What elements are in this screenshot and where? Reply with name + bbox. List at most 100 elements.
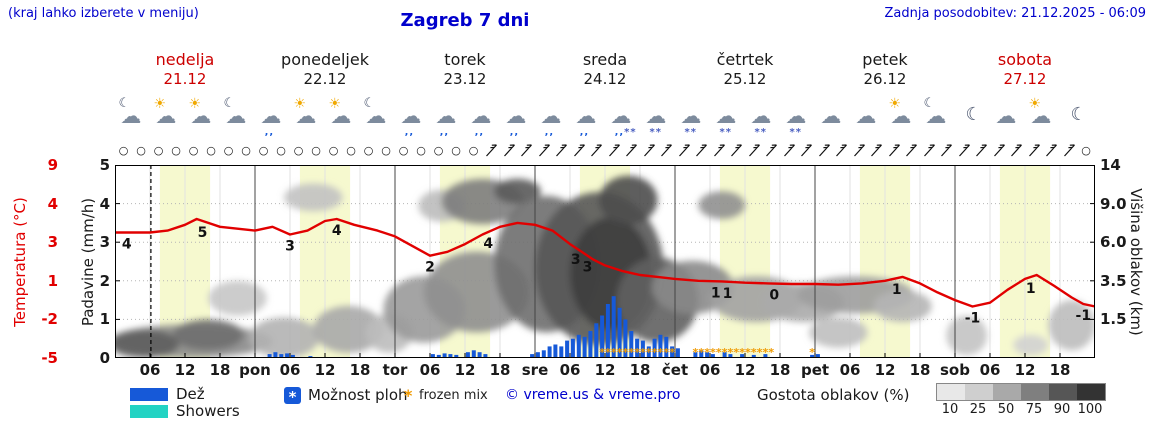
rain-drops-icon: ‚‚ [544, 127, 555, 138]
frozen-mix-marker: * [605, 346, 611, 359]
wind-barb-icon [992, 143, 1007, 158]
weather-icon: ☀ ☁ [328, 96, 358, 140]
x-tick-label: 06 [279, 361, 301, 379]
axis-value: 3 [47, 233, 58, 252]
axis-value: 5 [99, 156, 110, 174]
x-tick-label: 12 [454, 361, 476, 379]
wind-barb-icon [747, 143, 762, 158]
cloud-icon: ☁ [995, 104, 1017, 128]
temperature-label: 1 [1026, 281, 1036, 297]
cloud-icon: ☁ [715, 104, 737, 128]
axis-value: 9.0 [1100, 194, 1127, 213]
showers-legend-label: Showers [176, 402, 240, 420]
temperature-label: -1 [965, 311, 981, 327]
sun-icon: ☀ [188, 96, 202, 112]
wind-barbs-row: ○ ○ ○ ○ ○ ○ ○ ○ ○ ○ ○ ○ ○ ○ ○ ○ ○ ○ ○ ○ ○ ○ [115, 142, 1095, 163]
weather-icon: ☁ [993, 96, 1023, 140]
last-update: Zadnja posodobitev: 21.12.2025 - 06:09 [884, 6, 1146, 21]
weather-icon: ☁ ** [678, 96, 708, 140]
precip-axis-values: 5 4 3 2 1 0 [94, 156, 110, 367]
moon-icon: ☾ [223, 96, 236, 111]
axis-value: 6.0 [1100, 233, 1127, 252]
wind-barb-icon [817, 143, 832, 158]
temperature-label: 3 [583, 260, 593, 276]
cloud-icon: ☁ [260, 104, 282, 128]
wind-barb-icon [624, 143, 639, 158]
density-swatch [993, 384, 1021, 400]
cloud-density-layer [115, 175, 1095, 358]
weather-icon: ☀ ☁ [188, 96, 218, 140]
density-value: 90 [1053, 402, 1071, 417]
wind-barb-icon [537, 143, 552, 158]
density-value: 75 [1025, 402, 1043, 417]
frozen-mix-marker: * [640, 346, 646, 359]
weather-icon: ☾ [1063, 96, 1093, 140]
x-tick-label: 06 [979, 361, 1001, 379]
frozen-mix-marker: * [757, 346, 763, 359]
cloud-icon: ☁ [120, 104, 142, 128]
sun-icon: ☀ [293, 96, 307, 112]
day-name: nedelja [155, 50, 215, 69]
x-tick-label: 12 [314, 361, 336, 379]
temperature-label: 4 [332, 223, 342, 239]
frozen-mix-marker: * [733, 346, 739, 359]
frozen-mix-label: frozen mix [419, 388, 488, 403]
wind-barb-icon [799, 143, 814, 158]
frozen-mix-icon: * [404, 386, 413, 405]
wind-barb-icon [502, 143, 517, 158]
wind-calm-icon: ○ [223, 144, 234, 157]
snowflakes-icon: ** [754, 127, 767, 138]
wind-calm-icon: ○ [258, 144, 269, 157]
wind-calm-icon: ○ [416, 144, 426, 157]
cloud-icon: ☁ [575, 104, 597, 128]
frozen-mix-marker: * [663, 346, 669, 359]
x-tick-label: 06 [559, 361, 581, 379]
wind-barb-icon [957, 143, 972, 158]
rain-drops-icon: ‚‚ [264, 127, 275, 138]
wind-barb-icon [607, 143, 622, 158]
temperature-line [115, 217, 1095, 308]
x-tick-label: 18 [629, 361, 651, 379]
cloud-density-values: 10 25 50 75 90 100 [936, 402, 1106, 418]
temperature-label: 3 [285, 239, 295, 255]
moon-icon: ☾ [923, 96, 936, 111]
x-tick-label: 12 [1014, 361, 1036, 379]
day-header: nedelja 21.12 [115, 50, 255, 89]
weather-icon: ☁ ‚‚ [433, 96, 463, 140]
cloud-density-scale [936, 383, 1106, 401]
wind-barb-icon [834, 143, 849, 158]
wind-barb-icon [922, 143, 937, 158]
shower-possibility-label: Možnost ploh [308, 386, 408, 404]
wind-calm-icon: ○ [293, 144, 304, 157]
weather-icon: ☁ ‚‚ [468, 96, 498, 140]
density-swatch [1021, 384, 1049, 400]
wind-calm-icon: ○ [206, 144, 216, 157]
day-date: 24.12 [583, 70, 627, 88]
wind-barb-icon [572, 143, 587, 158]
wind-barb-icon [782, 143, 797, 158]
wind-barb-icon [1044, 143, 1059, 158]
axis-value: 2 [99, 271, 110, 290]
day-name: sobota [997, 50, 1053, 69]
weather-icon: ☾ [958, 96, 988, 140]
axis-value: 1.5 [1100, 310, 1127, 329]
frozen-mix-marker: * [658, 346, 664, 359]
rain-drops-icon: ‚‚ [439, 127, 450, 138]
frozen-mix-marker: * [634, 346, 640, 359]
cloud-icon: ☁ [540, 104, 562, 128]
cloud-icon: ☁ [155, 104, 177, 128]
temperature-axis-title: Temperatura (°C) [11, 197, 29, 327]
wind-calm-icon: ○ [118, 144, 129, 157]
wind-calm-icon: ○ [346, 144, 356, 157]
weather-icon: ☁ ‚‚ [573, 96, 603, 140]
weather-icon: ☁ [818, 96, 848, 140]
wind-calm-icon: ○ [136, 144, 146, 157]
frozen-mix-marker: * [628, 346, 634, 359]
rain-legend-label: Dež [176, 385, 205, 403]
temperature-label: 1 [892, 282, 902, 298]
snowflakes-icon: ** [684, 127, 697, 138]
cloud-axis-values: 14 9.0 6.0 3.5 1.5 [1100, 156, 1134, 358]
day-name: petek [862, 50, 908, 69]
temperature-label: 1 [711, 285, 721, 301]
